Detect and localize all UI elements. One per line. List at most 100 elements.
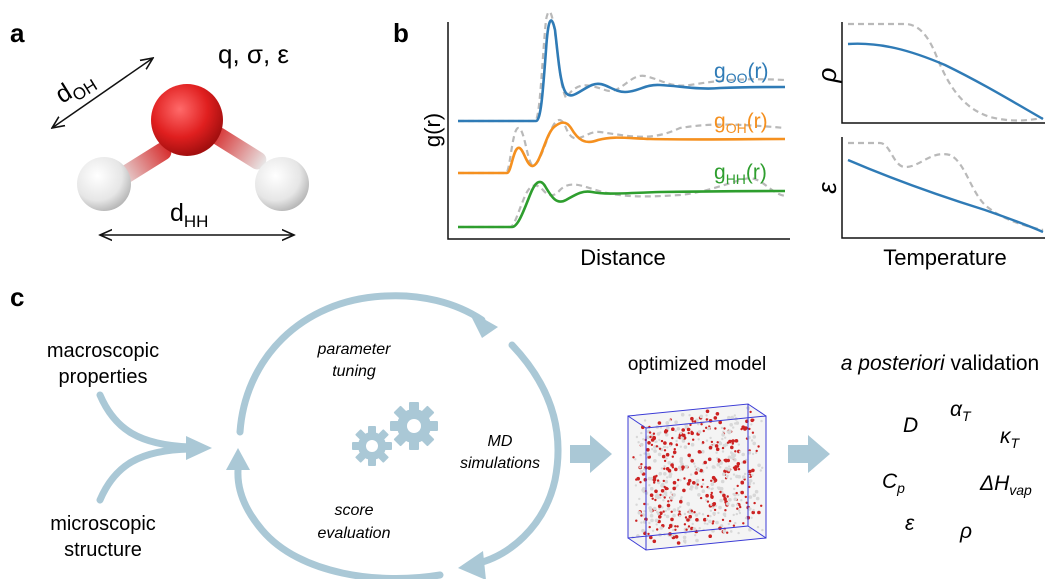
molecule-dot bbox=[721, 518, 725, 522]
molecule-dot bbox=[649, 435, 652, 439]
molecule-dot bbox=[681, 465, 685, 470]
molecule-dot bbox=[698, 512, 701, 515]
molecule-dot bbox=[724, 509, 727, 512]
molecule-dot bbox=[671, 436, 674, 440]
molecule-dot bbox=[690, 442, 695, 447]
microscopic-label-line1: microscopic bbox=[50, 513, 156, 535]
molecule-dot bbox=[663, 441, 667, 445]
molecule-dot bbox=[670, 517, 674, 522]
molecule-dot bbox=[637, 441, 640, 444]
molecule-dot bbox=[697, 430, 702, 434]
molecule-dot bbox=[649, 493, 654, 498]
molecule-dot bbox=[642, 490, 645, 494]
molecule-dot bbox=[702, 429, 705, 433]
molecule-dot bbox=[688, 414, 691, 417]
molecule-dot bbox=[635, 503, 638, 506]
molecule-dot bbox=[651, 497, 654, 500]
molecule-dot bbox=[732, 524, 736, 527]
molecule-dot bbox=[735, 512, 738, 516]
molecule-dot bbox=[674, 528, 677, 531]
molecule-dot bbox=[658, 438, 661, 442]
molecule-dot bbox=[646, 503, 649, 506]
molecule-dot bbox=[640, 463, 643, 466]
molecule-dot bbox=[686, 518, 690, 522]
molecule-dot bbox=[690, 509, 693, 512]
molecule-dot bbox=[713, 477, 717, 480]
molecule-dot bbox=[672, 508, 677, 512]
molecule-dot bbox=[696, 467, 701, 472]
molecule-dot bbox=[718, 420, 722, 425]
molecule-dot bbox=[732, 492, 735, 496]
panel-a-letter: a bbox=[10, 18, 25, 48]
hydrogen-atom-right bbox=[255, 157, 309, 211]
molecule-dot bbox=[754, 489, 759, 494]
molecule-dot bbox=[653, 459, 657, 463]
molecule-dot bbox=[669, 496, 674, 500]
to-validation-arrow bbox=[788, 435, 830, 473]
molecule-dot bbox=[663, 496, 666, 499]
molecule-dot bbox=[761, 528, 764, 532]
molecule-dot bbox=[744, 458, 748, 462]
molecule-dot bbox=[674, 535, 679, 539]
goh-curve bbox=[458, 121, 786, 175]
molecule-dot bbox=[682, 488, 686, 493]
molecule-dot bbox=[695, 478, 700, 483]
molecule-dot bbox=[692, 481, 696, 485]
molecule-dot bbox=[660, 489, 665, 493]
molecule-dot bbox=[732, 426, 735, 429]
molecule-dot bbox=[730, 415, 734, 420]
molecule-dot bbox=[731, 439, 735, 443]
molecule-dot bbox=[739, 505, 742, 509]
molecule-dot bbox=[665, 457, 668, 460]
molecule-dot bbox=[664, 433, 669, 437]
molecule-dot bbox=[738, 450, 742, 453]
molecule-dot bbox=[705, 414, 708, 417]
parameter-tuning-line2: tuning bbox=[332, 363, 376, 380]
molecule-dot bbox=[710, 479, 713, 482]
molecule-dot bbox=[665, 452, 670, 457]
molecule-dot bbox=[672, 493, 676, 497]
molecule-dot bbox=[676, 541, 681, 545]
molecule-dot bbox=[754, 451, 758, 454]
molecule-dot bbox=[663, 513, 667, 517]
molecule-dot bbox=[728, 429, 732, 434]
molecule-dot bbox=[750, 418, 754, 423]
molecule-dot bbox=[752, 493, 757, 498]
molecule-dot bbox=[752, 441, 756, 446]
molecule-dot bbox=[757, 510, 761, 515]
molecule-dot bbox=[705, 518, 709, 521]
molecule-dot bbox=[756, 525, 760, 529]
gears-icon bbox=[352, 402, 438, 466]
molecule-dot bbox=[691, 522, 694, 526]
molecule-dot bbox=[649, 535, 653, 540]
molecule-dot bbox=[664, 479, 669, 484]
density-reference-curve bbox=[848, 22, 1044, 122]
molecule-dot bbox=[699, 496, 703, 500]
molecule-dot bbox=[708, 445, 713, 450]
molecule-dot bbox=[753, 501, 756, 505]
molecule-dot bbox=[710, 503, 713, 506]
dielectric-reference-curve bbox=[848, 141, 1044, 232]
optimization-cycle bbox=[234, 292, 562, 579]
molecule-dot bbox=[706, 522, 709, 526]
molecule-dot bbox=[640, 431, 643, 435]
prop-alpha: αT bbox=[950, 398, 972, 424]
molecule-dot bbox=[668, 526, 671, 530]
molecule-dot bbox=[727, 415, 731, 420]
molecule-dot bbox=[748, 427, 751, 431]
molecule-dot bbox=[658, 507, 661, 510]
d-oh-arrow bbox=[52, 58, 153, 128]
molecule-dot bbox=[679, 456, 684, 461]
molecule-dot bbox=[697, 438, 700, 441]
molecule-dot bbox=[726, 458, 730, 463]
molecule-dot bbox=[670, 499, 673, 502]
molecule-dot bbox=[705, 409, 710, 414]
molecule-dot bbox=[659, 511, 663, 515]
molecule-dot bbox=[751, 431, 755, 434]
molecule-dot bbox=[696, 483, 699, 486]
molecule-dot bbox=[748, 495, 753, 499]
molecule-dot bbox=[708, 534, 712, 538]
molecule-dot bbox=[741, 425, 745, 430]
molecule-dot bbox=[732, 453, 737, 458]
score-evaluation-line1: score bbox=[334, 502, 373, 519]
